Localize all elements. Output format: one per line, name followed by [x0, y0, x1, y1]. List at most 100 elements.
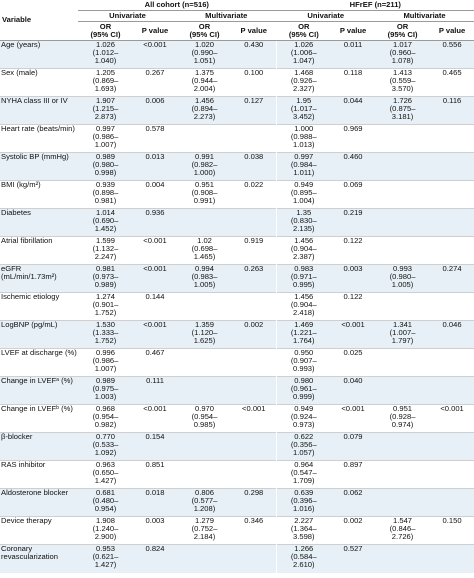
odds-ratio-cell — [375, 348, 431, 377]
ci-bound: (0.846– — [389, 524, 416, 534]
table-row: Change in LVEFᵇ (%) 0.968 (0.954– 0.982) <0.… — [0, 404, 474, 433]
odds-ratio-cell — [375, 432, 431, 461]
ci-bound: (0.961– — [290, 384, 317, 394]
odds-ratio-cell: 0.997 (0.984– 1.011) — [275, 152, 332, 181]
table-row: LogBNP (pg/mL) 1.530 (1.333– 1.752) <0.001 1.… — [0, 320, 474, 349]
ci-bound: (0.547– — [290, 468, 317, 478]
odds-ratio-cell: 1.017 (0.960– 1.078) — [375, 40, 431, 69]
ci-bound: 2.327) — [293, 84, 315, 94]
ci-bound: (0.904– — [290, 300, 317, 310]
odds-ratio-cell: 0.991 (0.982– 1.000) — [177, 152, 232, 181]
ci-bound: 1.092) — [94, 448, 117, 458]
ci-bound: 0.989) — [94, 280, 117, 290]
ci-bound: (0.928– — [389, 412, 416, 422]
p-value-cell — [232, 124, 277, 153]
variable-name: LogBNP (pg/mL) — [0, 320, 78, 349]
variable-name: β-blocker — [0, 432, 78, 461]
ci-bound: (0.869– — [92, 76, 119, 86]
odds-ratio-cell: 0.970 (0.954– 0.985) — [177, 404, 232, 433]
ci-bound: (0.983– — [191, 272, 218, 282]
odds-ratio-cell: 0.949 (0.924– 0.973) — [275, 404, 332, 433]
ci-bound: (0.901– — [92, 300, 119, 310]
p-value-cell: 0.897 — [331, 460, 376, 489]
odds-ratio-value: 1.469 — [294, 320, 314, 329]
ci-bound: 0.999) — [293, 392, 315, 402]
table-row: eGFR (mL/min/1.73m²) 0.981 (0.973– 0.989) <0… — [0, 264, 474, 293]
ci-bound: (0.944– — [191, 76, 218, 86]
odds-ratio-value: 0.989 — [95, 376, 115, 385]
odds-ratio-cell: 1.279 (0.752– 2.184) — [177, 516, 232, 545]
odds-ratio-value: 0.970 — [194, 404, 214, 413]
p-value-cell — [430, 292, 474, 321]
odds-ratio-cell — [375, 376, 431, 405]
ci-bound: (0.973– — [92, 272, 119, 282]
ci-bound: (0.904– — [290, 244, 317, 254]
ci-bound: (0.698– — [191, 244, 218, 254]
odds-ratio-value: 0.989 — [95, 152, 115, 161]
table-row: Systolic BP (mmHg) 0.989 (0.980– 0.998) 0.01… — [0, 152, 474, 181]
ci-bound: (0.533– — [92, 440, 119, 450]
table-row: Change in LVEFᵃ (%) 0.989 (0.975– 1.003) 0.1… — [0, 376, 474, 405]
p-value-header: P value — [232, 21, 277, 41]
ci-bound: 2.387) — [293, 252, 315, 262]
odds-ratio-value: 1.341 — [393, 320, 413, 329]
odds-ratio-value: 1.359 — [194, 320, 214, 329]
odds-ratio-value: 0.953 — [95, 544, 115, 553]
p-value-cell: 0.003 — [331, 264, 376, 293]
table-row: Heart rate (beats/min) 0.997 (0.986– 1.007)… — [0, 124, 474, 153]
ci-bound: (0.584– — [290, 552, 317, 562]
odds-ratio-cell: 1.530 (1.333– 1.752) — [78, 320, 133, 349]
p-value-cell: 0.936 — [133, 208, 177, 237]
odds-ratio-cell: 0.993 (0.980– 1.005) — [375, 264, 431, 293]
p-value-cell: <0.001 — [232, 404, 277, 433]
odds-ratio-cell: 0.770 (0.533– 1.092) — [78, 432, 133, 461]
p-value-cell: 0.018 — [133, 488, 177, 517]
odds-ratio-value: 0.993 — [393, 264, 413, 273]
ci-bound: 1.452) — [94, 224, 117, 234]
odds-ratio-cell: 1.468 (0.926– 2.327) — [275, 68, 332, 97]
p-value-cell — [430, 488, 474, 517]
odds-ratio-cell: 1.95 (1.017– 3.452) — [275, 96, 332, 125]
or-header: OR (95% CI) — [177, 21, 232, 41]
odds-ratio-value: 1.014 — [95, 208, 115, 217]
odds-ratio-cell: 0.983 (0.971– 0.995) — [275, 264, 332, 293]
ci-bound: (0.480– — [92, 496, 119, 506]
ci-bound: (0.982– — [191, 160, 218, 170]
odds-ratio-cell: 1.359 (1.120– 1.625) — [177, 320, 232, 349]
odds-ratio-cell — [177, 292, 232, 321]
odds-ratio-value: 0.963 — [95, 460, 115, 469]
p-value-cell: 0.851 — [133, 460, 177, 489]
p-value-cell: 0.527 — [331, 544, 376, 573]
p-value-cell: 0.969 — [331, 124, 376, 153]
p-value-cell — [430, 544, 474, 573]
variable-name: Change in LVEFᵇ (%) — [0, 404, 78, 433]
odds-ratio-cell — [177, 460, 232, 489]
p-value-cell: 0.219 — [331, 208, 376, 237]
odds-ratio-cell: 1.413 (0.559– 3.570) — [375, 68, 431, 97]
odds-ratio-cell: 0.981 (0.973– 0.989) — [78, 264, 133, 293]
ci-bound: 2.135) — [293, 224, 315, 234]
odds-ratio-value: 0.951 — [393, 404, 413, 413]
p-value-header: P value — [430, 21, 474, 41]
p-value-cell — [430, 152, 474, 181]
odds-ratio-value: 1.530 — [95, 320, 115, 329]
odds-ratio-cell — [375, 488, 431, 517]
odds-ratio-cell: 0.951 (0.928– 0.974) — [375, 404, 431, 433]
ci-bound: 0.954) — [94, 504, 117, 514]
p-value-cell: 0.346 — [232, 516, 277, 545]
odds-ratio-value: 0.806 — [194, 488, 214, 497]
ci-bound: (0.990– — [191, 48, 218, 58]
odds-ratio-cell: 0.968 (0.954– 0.982) — [78, 404, 133, 433]
all-cohort-header: All cohort (n=516) — [78, 0, 277, 11]
odds-ratio-cell: 1.014 (0.690– 1.452) — [78, 208, 133, 237]
p-value-cell: 0.919 — [232, 236, 277, 265]
odds-ratio-value: 0.983 — [294, 264, 314, 273]
p-value-cell — [232, 348, 277, 377]
p-value-cell — [430, 376, 474, 405]
odds-ratio-value: 1.456 — [294, 236, 314, 245]
odds-ratio-cell — [375, 124, 431, 153]
ci-bound: (1.215– — [92, 104, 119, 114]
odds-ratio-cell: 0.996 (0.986– 1.007) — [78, 348, 133, 377]
ci-bound: (0.752– — [191, 524, 218, 534]
odds-ratio-cell — [177, 124, 232, 153]
